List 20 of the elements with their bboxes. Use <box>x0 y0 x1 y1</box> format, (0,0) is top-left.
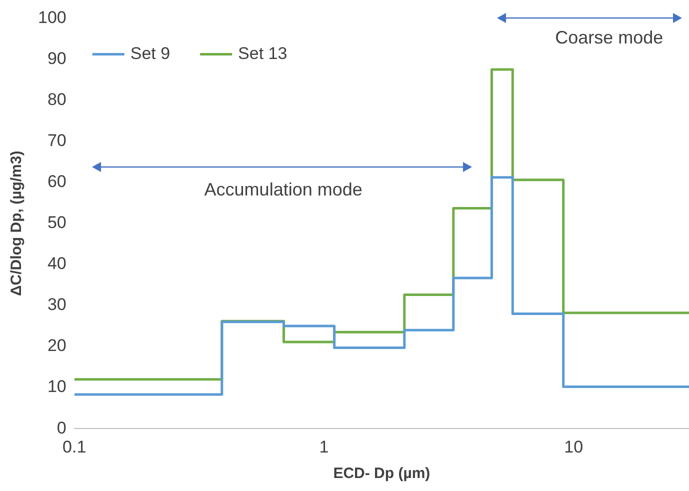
y-tick-label: 80 <box>47 90 66 109</box>
legend-label: Set 13 <box>238 44 288 63</box>
y-tick-label: 0 <box>56 418 66 438</box>
y-tick-label: 50 <box>47 213 66 232</box>
annotation: Coarse mode <box>555 28 664 48</box>
y-tick-label: 70 <box>47 131 66 150</box>
y-tick-label: 60 <box>47 172 66 192</box>
y-axis-title: ΔC/Dlog Dp, (µg/m3) <box>8 150 26 296</box>
x-tick-label: 1 <box>319 437 329 456</box>
x-tick-label: 10 <box>564 437 584 456</box>
x-axis-title: ECD- Dp (µm) <box>333 465 430 482</box>
y-tick-label: 100 <box>38 8 66 27</box>
y-tick-label: 30 <box>47 295 66 314</box>
y-tick-label: 40 <box>47 254 66 274</box>
y-tick-label: 10 <box>47 377 66 396</box>
x-tick-label: 0.1 <box>62 437 86 456</box>
y-tick-label: 20 <box>47 336 66 356</box>
legend-label: Set 9 <box>130 44 170 63</box>
y-tick-label: 90 <box>47 48 66 68</box>
annotation: Accumulation mode <box>204 180 362 200</box>
